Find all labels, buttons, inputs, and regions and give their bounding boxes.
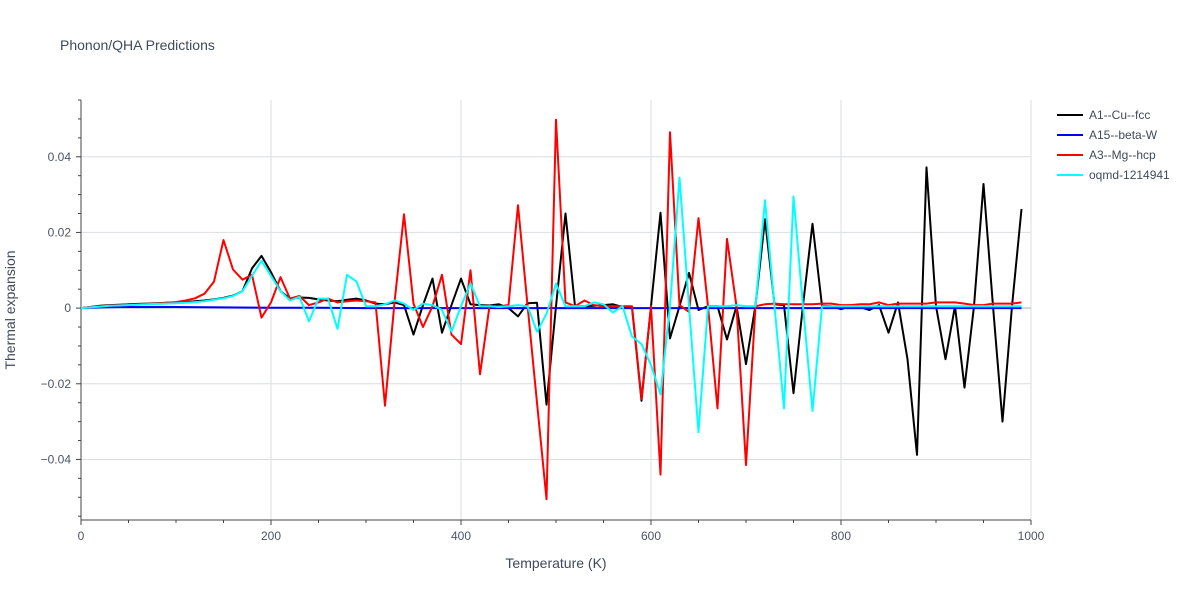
x-tick-label: 1000	[1018, 529, 1045, 543]
x-tick-label: 600	[641, 529, 661, 543]
x-tick-label: 800	[831, 529, 851, 543]
series-line-a3-mg-hcp[interactable]	[80, 118, 1022, 501]
legend-item[interactable]: A15--beta-W	[1057, 128, 1158, 142]
legend[interactable]: A1--Cu--fcc A15--beta-W A3--Mg--hcp oqmd-12…	[1057, 108, 1170, 182]
legend-label: A1--Cu--fcc	[1089, 108, 1150, 122]
chart-title: Phonon/QHA Predictions	[60, 37, 215, 53]
legend-label: A15--beta-W	[1089, 128, 1158, 142]
y-tick-label: −0.04	[41, 452, 72, 466]
legend-item[interactable]: oqmd-1214941	[1057, 168, 1170, 182]
y-tick-label: 0.04	[48, 150, 72, 164]
y-tick-label: 0	[64, 301, 71, 315]
legend-item[interactable]: A3--Mg--hcp	[1057, 148, 1156, 162]
x-ticks: 0 200 400 600 800 1000	[78, 529, 1045, 543]
series-line-oqmd-1214941[interactable]	[80, 176, 1022, 434]
y-tick-label: 0.02	[48, 225, 72, 239]
legend-label: A3--Mg--hcp	[1089, 148, 1156, 162]
legend-item[interactable]: A1--Cu--fcc	[1057, 108, 1150, 122]
y-axis-title: Thermal expansion	[2, 250, 18, 369]
y-tick-label: −0.02	[41, 377, 72, 391]
x-axis-title: Temperature (K)	[505, 555, 606, 571]
series-line-a15-beta-w[interactable]	[80, 306, 1022, 310]
legend-label: oqmd-1214941	[1089, 168, 1170, 182]
axes	[76, 99, 1032, 525]
x-tick-label: 400	[451, 529, 471, 543]
series-lines[interactable]	[80, 118, 1023, 501]
y-ticks: 0.04 0.02 0 −0.02 −0.04	[41, 150, 72, 467]
x-tick-label: 0	[78, 529, 85, 543]
x-tick-label: 200	[261, 529, 281, 543]
